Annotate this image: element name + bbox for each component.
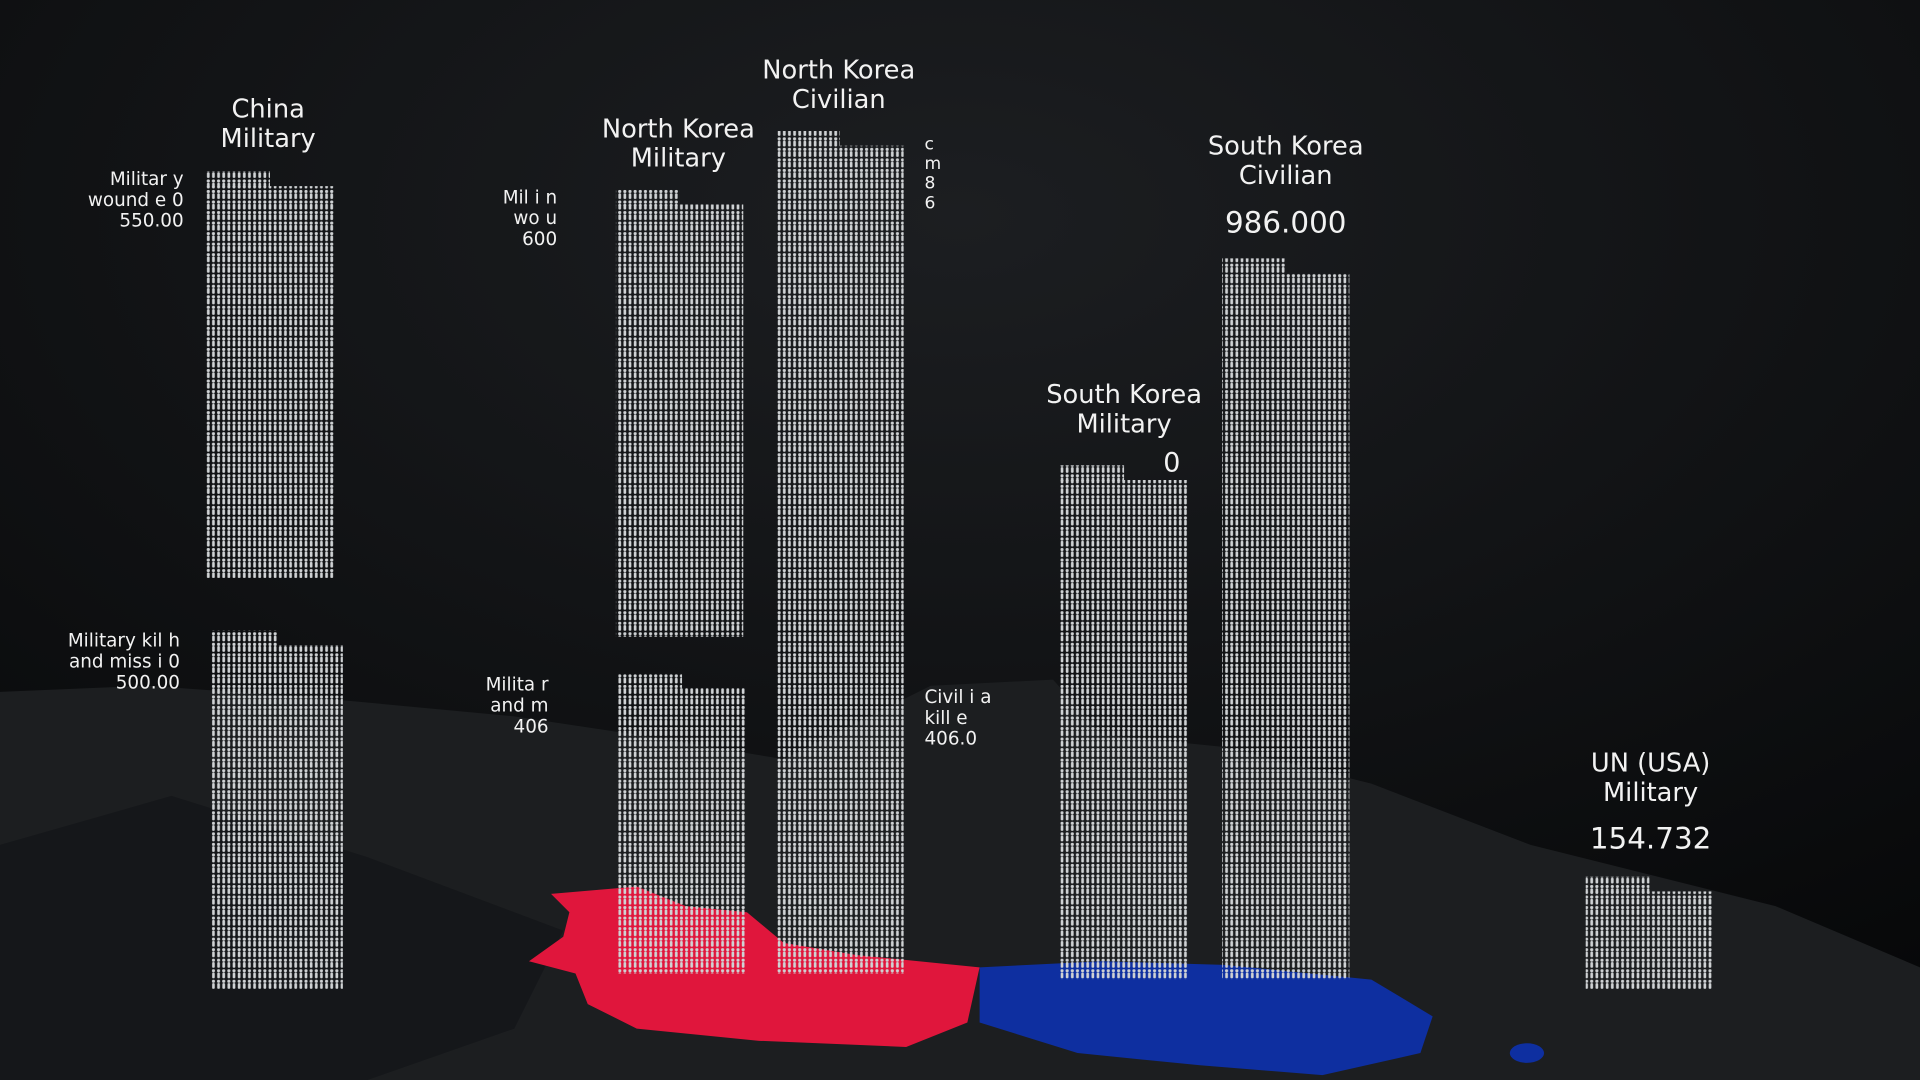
figure-stub (1060, 465, 1125, 482)
column-title: North Korea (602, 114, 755, 144)
figure-block (1060, 480, 1188, 980)
figure-blocks (205, 131, 1714, 990)
column-label: 986.000 (1225, 206, 1346, 240)
column-label: 0 (1163, 448, 1180, 479)
column-title: Military (631, 144, 726, 174)
column-label: kill e (924, 708, 967, 729)
figure-block (618, 688, 746, 974)
figure-stub (776, 131, 840, 147)
column-title: Civilian (792, 85, 886, 115)
column-label: 154.732 (1590, 822, 1711, 856)
south-korea-map (979, 961, 1433, 1076)
column-label: and m (490, 696, 548, 717)
column-title: Military (1603, 778, 1698, 808)
column-title: Civilian (1239, 161, 1333, 191)
figure-block (776, 145, 904, 974)
figure-stub (211, 630, 278, 647)
column-label: 500.00 (116, 672, 180, 693)
column-label: 550.00 (119, 211, 183, 232)
figure-block (1585, 891, 1714, 990)
figure-stub (205, 171, 270, 188)
column-label: Mil i n (503, 187, 557, 208)
column-title: Military (1076, 409, 1171, 439)
column-title: North Korea (762, 56, 915, 86)
column-label: Militar y (110, 169, 184, 190)
figure-block (1222, 273, 1350, 980)
column-label: m (924, 154, 941, 174)
column-title: Military (221, 124, 316, 154)
column-label: and miss i 0 (69, 651, 180, 672)
column-label: wo u (513, 208, 557, 229)
figure-block (615, 204, 744, 637)
column-label: 8 (924, 174, 935, 194)
figure-block (205, 186, 335, 578)
figure-stub (1585, 876, 1650, 893)
column-label: c (924, 134, 933, 154)
column-label: 406 (514, 716, 549, 737)
figure-stub (1222, 258, 1286, 275)
column-label: 406.0 (924, 729, 977, 750)
column-title: South Korea (1208, 131, 1364, 161)
column-label: Military kil h (68, 631, 180, 652)
column-label: 600 (522, 229, 557, 250)
column-label: 6 (924, 193, 935, 213)
column-label: Civil i a (924, 687, 991, 708)
figure-stub (618, 673, 683, 690)
figure-block (211, 645, 343, 990)
column-title: China (231, 95, 304, 125)
column-title: South Korea (1046, 380, 1202, 410)
column-label: Milita r (486, 675, 549, 696)
column-title: UN (USA) (1591, 749, 1710, 779)
figure-stub (615, 189, 680, 206)
column-label: wound e 0 (88, 190, 184, 211)
